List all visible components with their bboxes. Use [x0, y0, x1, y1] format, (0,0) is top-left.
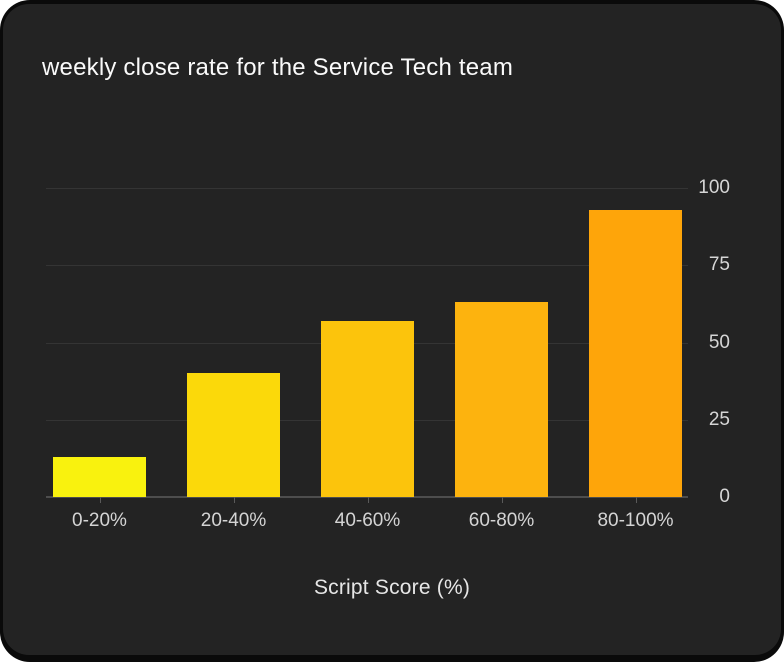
gridline-100 — [46, 188, 688, 189]
y-tick-label: 100 — [698, 177, 730, 198]
x-tick-mark — [501, 497, 503, 503]
x-tick-mark — [233, 497, 235, 503]
x-tick-label: 80-100% — [597, 510, 674, 531]
chart-title: weekly close rate for the Service Tech t… — [42, 54, 514, 81]
bar-0-20% — [53, 456, 146, 497]
x-tick-mark — [635, 497, 637, 503]
x-tick-label: 20-40% — [200, 510, 267, 531]
y-tick-label: 50 — [708, 331, 730, 353]
x-tick-mark — [99, 497, 101, 503]
bar-80-100% — [589, 209, 682, 497]
bar-60-80% — [455, 302, 548, 497]
x-tick-mark — [367, 497, 369, 503]
x-axis-line — [46, 496, 688, 498]
y-tick-label: 0 — [719, 486, 730, 507]
x-tick-label: 0-20% — [72, 510, 127, 531]
y-tick-label: 75 — [708, 254, 730, 276]
bar-40-60% — [321, 320, 414, 497]
x-axis-title: Script Score (%) — [313, 576, 471, 599]
x-tick-label: 40-60% — [334, 510, 401, 531]
gridline-75 — [46, 265, 688, 267]
bar-chart: 0 25 50 75 100 0-20% 20-40% 40-60% 60-80% 80-100… — [3, 4, 781, 655]
chart-card: weekly close rate for the Service Tech t… — [3, 4, 781, 655]
plot-area — [46, 188, 688, 503]
y-tick-label: 25 — [708, 408, 730, 430]
x-axis-labels: 0-20% 20-40% 40-60% 60-80% 80-100% — [46, 510, 688, 534]
bar-20-40% — [187, 373, 280, 497]
x-tick-label: 60-80% — [468, 510, 535, 531]
y-axis-labels: 0 25 50 75 100 — [692, 177, 730, 507]
